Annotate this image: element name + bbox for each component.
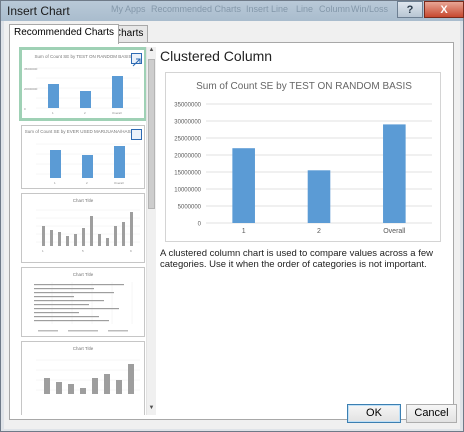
chart-bar-2 [307,170,331,223]
thumbnail-title: Sum of Count SE by TEST ON RANDOM BASIS [34,54,132,59]
chart-description: A clustered column chart is used to comp… [160,248,433,270]
chart-thumbnail-5[interactable]: Chart Title [21,341,145,415]
expand-icon [132,58,141,67]
thumbnail-2-plot: 1 2 Overall [36,143,140,185]
svg-text:Overall: Overall [114,181,124,185]
recommended-chart-list: Sum of Count SE by TEST ON RANDOM BASIS [15,47,155,415]
thumbnail-1-plot: 35000000 20000000 0 1 2 Overall [24,67,140,115]
chart-thumbnail-1[interactable]: Sum of Count SE by TEST ON RANDOM BASIS [19,47,147,121]
y-tick-label: 25000000 [174,137,201,143]
y-tick-label: 15000000 [174,171,201,177]
background-ribbon-label: My Apps [111,4,146,14]
svg-text:35000000: 35000000 [24,67,38,71]
thumbnail-4-plot [34,282,133,332]
svg-text:5: 5 [82,249,84,253]
chart-thumbnail-2[interactable]: Sum of Count SE by EVER USED MARIJUANA/H… [21,125,145,189]
y-tick-label: 5000000 [178,205,202,211]
background-ribbon-label: Column [319,4,351,14]
svg-text:2: 2 [86,181,88,185]
help-button[interactable]: ? [397,1,423,18]
tab-recommended-charts[interactable]: Recommended Charts [9,24,120,44]
y-tick-label: 10000000 [174,188,201,194]
y-tick-label: 30000000 [174,120,201,126]
thumbnail-title: Sum of Count SE by EVER USED MARIJUANA/H… [24,129,142,134]
thumbnail-title: Chart Title [72,272,94,277]
dialog-title: Insert Chart [7,4,70,18]
chart-bar-3 [383,124,406,223]
chart-preview: Sum of Count SE by TEST ON RANDOM BASIS … [165,72,441,242]
svg-text:1: 1 [42,249,44,253]
background-ribbon-label: Win/Loss [351,4,389,14]
svg-text:1: 1 [52,111,54,115]
svg-text:1: 1 [54,181,56,185]
svg-text:9: 9 [130,249,132,253]
title-bar: Insert Chart My Apps Recommended Charts … [1,1,464,21]
svg-text:Overall: Overall [112,111,122,115]
scroll-down-arrow-icon[interactable]: ▼ [148,405,155,411]
scroll-thumb[interactable] [148,59,155,209]
chart-thumbnail-4[interactable]: Chart Title [21,267,145,337]
preview-chart-type: Clustered Column [160,48,273,64]
close-button[interactable]: X [424,1,464,18]
svg-text:0: 0 [24,107,26,111]
thumbnail-3-plot: 1 5 9 [36,209,140,253]
chart-bar-1 [232,148,255,223]
svg-text:2: 2 [84,111,86,115]
ok-button[interactable]: OK [347,404,401,423]
dialog-body: Recommended Charts All Charts Sum of Cou… [4,21,460,429]
chart-title: Sum of Count SE by TEST ON RANDOM BASIS [196,81,412,92]
chart-options-icon[interactable] [131,129,142,140]
thumbnail-title: Chart Title [72,198,94,203]
thumbnail-5-plot [36,359,140,394]
y-tick-label: 35000000 [174,103,201,109]
thumbnail-scrollbar[interactable]: ▲ ▼ [146,47,156,415]
svg-text:20000000: 20000000 [24,87,38,91]
x-category-label: 1 [242,228,246,235]
thumbnail-title: Chart Title [72,346,94,351]
background-ribbon-label: Recommended Charts [151,4,242,14]
y-tick-label: 20000000 [174,154,201,160]
x-category-label: Overall [383,228,406,235]
background-ribbon-label: Line [296,4,314,14]
cancel-button[interactable]: Cancel [406,404,457,423]
y-tick-label: 0 [198,222,202,228]
chart-thumbnail-3[interactable]: Chart Title [21,193,145,263]
x-category-label: 2 [317,228,321,235]
chart-options-icon[interactable] [131,53,142,67]
scroll-up-arrow-icon[interactable]: ▲ [148,47,155,53]
tab-panel: Sum of Count SE by TEST ON RANDOM BASIS [9,42,454,420]
clustered-column-chart: Sum of Count SE by TEST ON RANDOM BASIS … [174,81,432,235]
background-ribbon-label: Insert Line [246,4,289,14]
